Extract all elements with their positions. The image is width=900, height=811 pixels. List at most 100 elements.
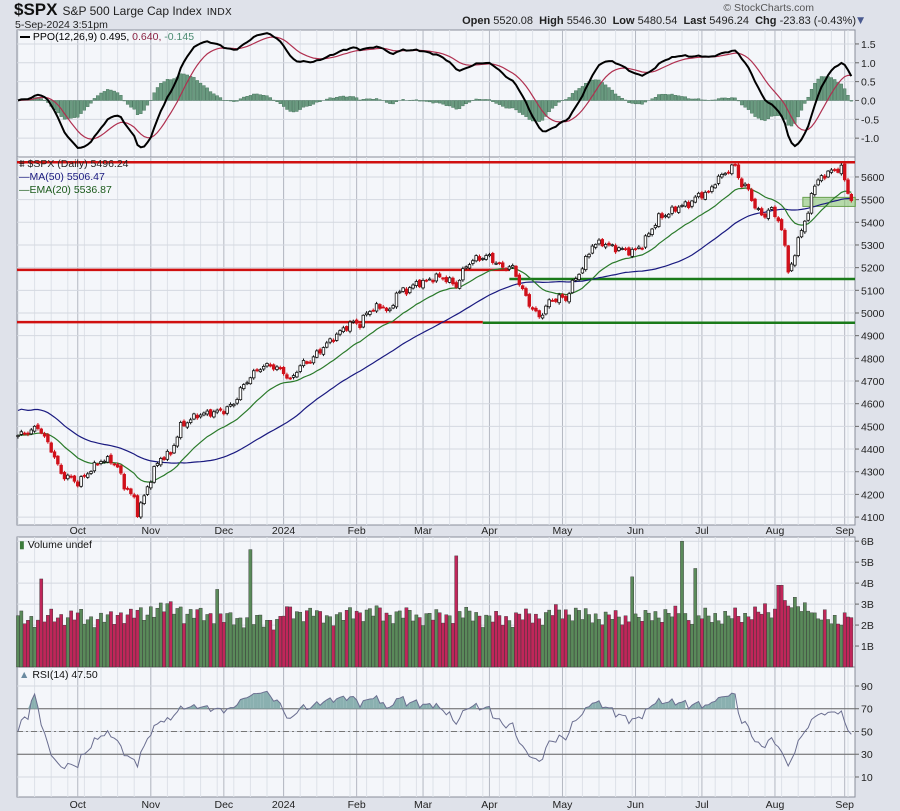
candle <box>454 280 458 289</box>
candle-body <box>779 219 784 231</box>
candle-body <box>836 168 840 173</box>
candle-body <box>401 287 405 292</box>
ppo-histogram-bar <box>165 79 169 101</box>
price-tick-label: 4800 <box>861 353 885 365</box>
candle <box>285 372 289 380</box>
candle <box>388 307 392 313</box>
candle-body <box>457 279 462 289</box>
ppo-histogram-bar <box>242 96 246 101</box>
volume-bar <box>251 624 256 668</box>
volume-bar <box>188 609 193 668</box>
candle-body <box>22 432 27 435</box>
candle <box>763 212 767 219</box>
volume-bar <box>42 621 47 668</box>
candle <box>295 370 299 379</box>
rsi-overbought-fill <box>316 701 321 709</box>
candle <box>663 213 668 219</box>
candle <box>743 182 747 188</box>
rsi-overbought-fill <box>363 699 367 709</box>
candle <box>135 494 140 518</box>
candle-body <box>348 321 352 332</box>
brand: © StockCharts.com <box>723 2 814 14</box>
x-tick-label: 2024 <box>272 799 296 811</box>
volume-bar <box>364 609 369 668</box>
candle <box>421 278 425 290</box>
ppo-histogram-bar <box>338 96 342 101</box>
ppo-histogram-bar <box>464 100 468 105</box>
candle-body <box>139 502 143 518</box>
caret-down-icon[interactable]: ▼ <box>857 16 864 26</box>
candle-body <box>328 338 332 343</box>
volume-bar <box>434 609 439 668</box>
candle-body <box>667 213 671 218</box>
ppo-histogram-bar <box>308 100 312 106</box>
candle-body <box>447 277 452 283</box>
volume-bar <box>759 613 764 668</box>
candle-body <box>487 254 492 257</box>
candle <box>202 411 206 417</box>
volume-bar <box>547 609 551 668</box>
candle <box>660 211 664 220</box>
volume-bar <box>225 613 229 668</box>
candle <box>597 238 601 246</box>
ppo-histogram-bar <box>607 87 611 101</box>
x-tick-label: Nov <box>141 799 160 811</box>
volume-bar <box>261 626 266 668</box>
volume-bar <box>686 620 691 668</box>
candle-body <box>564 296 568 301</box>
volume-bar <box>494 610 498 668</box>
candle <box>667 212 671 219</box>
volume-bar <box>643 610 648 668</box>
ppo-histogram-bar <box>434 100 438 103</box>
volume-bar <box>789 607 794 668</box>
candle <box>806 211 810 222</box>
ppo-histogram-bar <box>262 95 266 101</box>
candle-body <box>733 163 737 166</box>
ppo-histogram-bar <box>806 96 810 101</box>
x-tick-label: Jun <box>627 799 644 811</box>
candle-body <box>305 361 309 364</box>
x-tick-label: Nov <box>141 525 160 537</box>
candle-body <box>172 445 176 454</box>
candle-body <box>451 277 455 285</box>
volume-bar <box>59 614 63 668</box>
volume-bar <box>175 608 180 668</box>
volume-bar <box>394 611 399 668</box>
volume-bar <box>404 607 409 668</box>
candle-body <box>271 364 276 370</box>
ppo-histogram-bar <box>740 100 744 106</box>
candle-body <box>298 365 302 372</box>
volume-bar <box>115 615 120 668</box>
ppo-histogram-bar <box>796 100 800 118</box>
volume-bar <box>298 611 303 668</box>
ppo-histogram-bar <box>285 100 289 110</box>
candle <box>627 246 631 257</box>
rsi-overbought-fill <box>340 696 344 709</box>
candle <box>122 472 126 491</box>
ppo-histogram-bar <box>451 100 455 108</box>
ppo-histogram-bar <box>793 100 797 124</box>
candle-body <box>205 410 209 415</box>
volume-bar <box>587 614 591 668</box>
candle-body <box>504 268 508 271</box>
ppo-histogram-bar <box>803 100 807 104</box>
candle <box>497 261 502 266</box>
candle <box>657 212 661 228</box>
candle-body <box>454 282 458 288</box>
candle-body <box>278 367 282 370</box>
rsi-panel <box>16 666 856 798</box>
candle <box>700 190 704 200</box>
candle <box>178 420 183 440</box>
price-tick-label: 5400 <box>861 217 885 229</box>
candle-body <box>653 225 658 229</box>
rsi-overbought-fill <box>350 696 354 709</box>
candle <box>62 470 67 481</box>
candle-body <box>441 277 445 280</box>
volume-bar <box>593 613 598 668</box>
ppo-histogram-bar <box>673 95 677 101</box>
volume-bar <box>145 614 150 668</box>
ppo-histogram-bar <box>501 100 505 107</box>
candle <box>391 303 395 310</box>
candle <box>36 422 40 431</box>
